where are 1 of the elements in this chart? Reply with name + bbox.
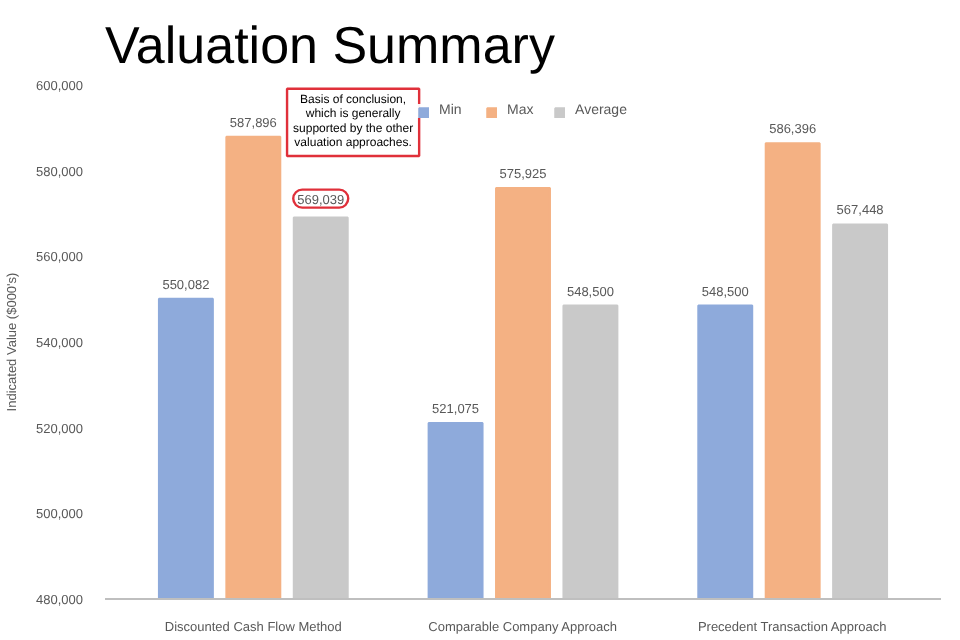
chart-title: Valuation Summary	[105, 15, 555, 75]
